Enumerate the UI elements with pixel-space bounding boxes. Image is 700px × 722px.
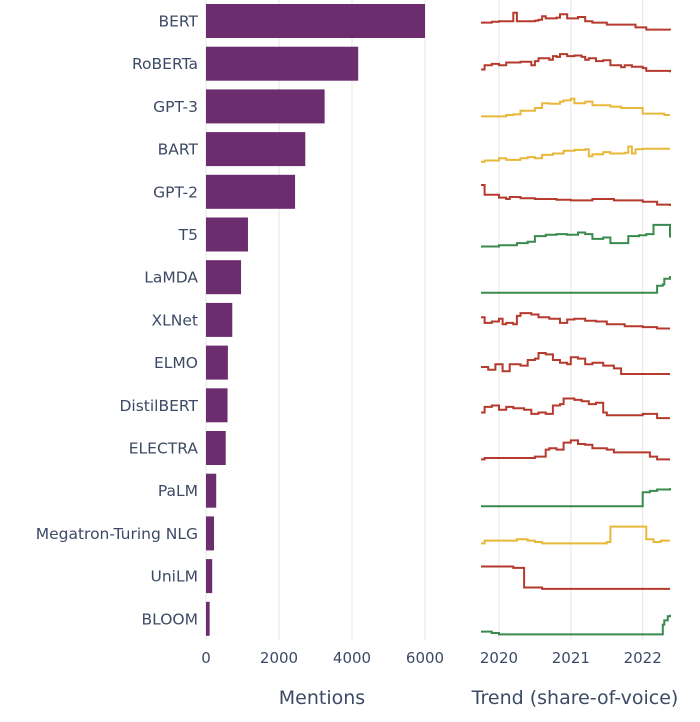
bar-x-tick-label: 4000	[333, 649, 371, 667]
category-label: LaMDA	[144, 269, 198, 287]
trend-line	[481, 223, 671, 248]
bar	[206, 132, 306, 167]
bar	[206, 174, 296, 209]
bar	[206, 217, 248, 252]
bar	[206, 473, 217, 508]
trend-line	[481, 312, 670, 330]
trend-line	[481, 11, 671, 31]
category-label: T5	[178, 226, 198, 244]
category-label: BART	[158, 141, 199, 159]
trend-line	[481, 97, 670, 118]
bar-x-axis-title: Mentions	[279, 687, 365, 709]
category-label: BERT	[158, 13, 198, 31]
trend-line	[481, 53, 671, 73]
bar	[206, 345, 228, 380]
trend-line	[481, 439, 670, 461]
bar-x-tick-label: 6000	[406, 649, 444, 667]
trend-x-tick-label: 2022	[624, 649, 662, 667]
trend-x-axis-title: Trend (share-of-voice)	[471, 687, 679, 709]
bar	[206, 559, 213, 594]
category-label: BLOOM	[142, 610, 199, 628]
category-label: XLNet	[152, 311, 198, 329]
trend-line	[481, 525, 670, 545]
trend-line	[481, 565, 670, 590]
bar-series	[206, 4, 425, 636]
trend-line	[481, 488, 671, 508]
bar	[206, 388, 228, 423]
category-label: Megatron-Turing NLG	[36, 525, 198, 543]
trend-line	[481, 145, 670, 163]
bar	[206, 46, 359, 81]
trend-line	[481, 184, 671, 206]
category-label: GPT-2	[153, 183, 198, 201]
category-label: UniLM	[151, 568, 198, 586]
bar-x-tick-label: 0	[201, 649, 211, 667]
bar	[206, 302, 233, 337]
category-label: GPT-3	[153, 98, 198, 116]
bar	[206, 89, 325, 124]
bar	[206, 4, 425, 38]
category-label: DistilBERT	[119, 397, 198, 415]
bar	[206, 260, 242, 295]
trend-line	[481, 397, 670, 420]
bar-x-tick-label: 2000	[260, 649, 298, 667]
category-label: ELMO	[154, 354, 198, 372]
trend-line	[481, 614, 671, 636]
category-label: RoBERTa	[132, 55, 198, 73]
trend-x-tick-label: 2020	[480, 649, 518, 667]
category-label: PaLM	[158, 482, 198, 500]
category-label: ELECTRA	[129, 440, 199, 458]
bar	[206, 516, 215, 551]
bar	[206, 601, 210, 636]
trend-line	[481, 352, 670, 375]
trend-series	[481, 11, 671, 636]
category-labels: BERT RoBERTa GPT-3 BART GPT-2 T5 LaMDA XLNet ELM…	[36, 13, 199, 629]
bar	[206, 431, 226, 465]
trend-x-tick-label: 2021	[552, 649, 590, 667]
trend-line	[481, 276, 671, 294]
tick-labels: 0 2000 4000 6000 2020 2021 2022	[201, 649, 662, 667]
